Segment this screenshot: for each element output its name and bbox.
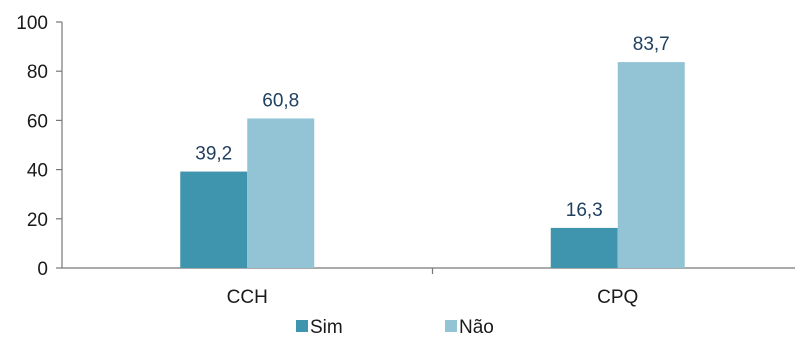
bar-value-label: 16,3 [566, 200, 603, 221]
y-tick-label: 20 [27, 210, 48, 231]
legend-swatch [445, 320, 457, 332]
y-tick-label: 60 [27, 111, 48, 132]
bar-value-label: 83,7 [633, 34, 670, 55]
data-labels: 39,2 60,8 16,3 83,7 [195, 34, 669, 221]
bar [247, 118, 315, 268]
y-tick-label: 40 [27, 161, 48, 182]
y-tick-label: 100 [16, 13, 48, 34]
bar [180, 171, 248, 268]
y-axis: 0 20 40 60 80 100 [16, 13, 63, 280]
bar-value-label: 60,8 [262, 90, 299, 111]
x-axis: CCH CPQ [62, 267, 795, 308]
legend: Sim Não [296, 317, 494, 338]
bar-value-label: 39,2 [195, 144, 232, 165]
category-label: CCH [227, 287, 268, 308]
category-label: CPQ [597, 287, 638, 308]
y-tick-label: 80 [27, 62, 48, 83]
bar [550, 227, 618, 268]
bar [617, 62, 685, 269]
bars [180, 62, 685, 269]
legend-swatch [296, 320, 308, 332]
y-tick-label: 0 [37, 259, 48, 280]
legend-label: Sim [310, 317, 343, 338]
legend-label: Não [459, 317, 494, 338]
